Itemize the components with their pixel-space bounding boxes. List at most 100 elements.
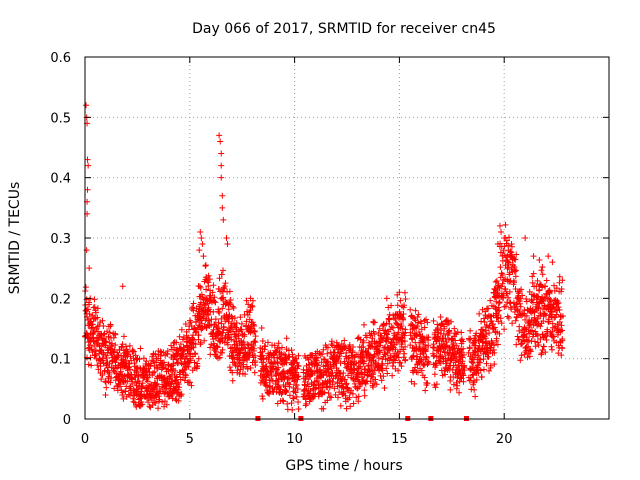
data-point	[176, 345, 183, 352]
data-point	[218, 330, 225, 337]
data-point	[300, 366, 307, 373]
data-point	[360, 344, 367, 351]
data-point	[189, 304, 196, 311]
data-point	[210, 336, 217, 343]
data-point	[518, 286, 525, 293]
data-point	[155, 405, 162, 412]
data-point	[340, 388, 347, 395]
data-point	[483, 349, 490, 356]
data-point	[475, 352, 482, 359]
data-point	[542, 349, 549, 356]
data-point	[529, 299, 536, 306]
data-point	[423, 354, 430, 361]
data-point	[558, 288, 565, 295]
data-point	[205, 279, 212, 286]
data-point	[491, 349, 498, 356]
data-point	[86, 265, 93, 272]
data-point	[496, 330, 503, 337]
data-point	[448, 336, 455, 343]
data-point	[411, 380, 418, 387]
data-point	[501, 303, 508, 310]
data-point	[267, 388, 274, 395]
data-point	[491, 361, 498, 368]
data-point	[160, 359, 167, 366]
data-point	[237, 326, 244, 333]
data-point	[343, 349, 350, 356]
data-point	[130, 395, 137, 402]
data-point	[302, 402, 309, 409]
data-point	[497, 315, 504, 322]
data-point	[205, 272, 212, 279]
data-point	[196, 247, 203, 254]
data-point	[534, 277, 541, 284]
data-point	[85, 162, 92, 169]
data-point	[194, 362, 201, 369]
data-point	[218, 174, 225, 181]
data-point	[131, 399, 138, 406]
data-point	[99, 371, 106, 378]
data-point	[480, 328, 487, 335]
data-point	[494, 341, 501, 348]
data-point	[219, 329, 226, 336]
data-point	[551, 314, 558, 321]
data-point	[169, 395, 176, 402]
data-point	[452, 337, 459, 344]
data-point	[496, 300, 503, 307]
data-point	[556, 306, 563, 313]
data-point	[332, 391, 339, 398]
data-point	[211, 294, 218, 301]
data-point	[337, 402, 344, 409]
chart-title: Day 066 of 2017, SRMTID for receiver cn4…	[192, 21, 496, 37]
data-point	[226, 364, 233, 371]
data-point	[246, 316, 253, 323]
data-point	[491, 342, 498, 349]
data-point	[249, 351, 256, 358]
data-point	[293, 359, 300, 366]
data-point	[343, 380, 350, 387]
data-point	[220, 288, 227, 295]
data-point	[506, 288, 513, 295]
data-point	[152, 399, 159, 406]
data-point	[488, 341, 495, 348]
data-point	[216, 309, 223, 316]
data-point	[247, 295, 254, 302]
data-point	[201, 337, 208, 344]
data-point	[130, 348, 137, 355]
data-point	[422, 347, 429, 354]
data-point	[453, 379, 460, 386]
data-point	[558, 322, 565, 329]
data-point	[286, 392, 293, 399]
data-point	[401, 302, 408, 309]
data-point	[416, 329, 423, 336]
data-point	[414, 369, 421, 376]
data-point	[216, 275, 223, 282]
data-point	[245, 354, 252, 361]
data-point	[500, 247, 507, 254]
data-point	[413, 332, 420, 339]
data-point	[259, 352, 266, 359]
data-point	[369, 365, 376, 372]
data-point	[452, 330, 459, 337]
data-point	[383, 320, 390, 327]
data-point	[227, 345, 234, 352]
data-point	[502, 286, 509, 293]
data-point	[519, 292, 526, 299]
data-point	[534, 293, 541, 300]
data-point	[410, 352, 417, 359]
data-point	[388, 323, 395, 330]
data-point	[540, 343, 547, 350]
data-point	[264, 371, 271, 378]
data-point	[215, 306, 222, 313]
data-point	[414, 314, 421, 321]
data-point	[252, 352, 259, 359]
data-point	[458, 329, 465, 336]
data-point	[339, 383, 346, 390]
data-point	[486, 329, 493, 336]
data-point	[214, 344, 221, 351]
data-point	[539, 284, 546, 291]
data-point	[236, 355, 243, 362]
data-point	[381, 384, 388, 391]
data-point	[531, 338, 538, 345]
data-point	[326, 393, 333, 400]
data-point	[367, 378, 374, 385]
